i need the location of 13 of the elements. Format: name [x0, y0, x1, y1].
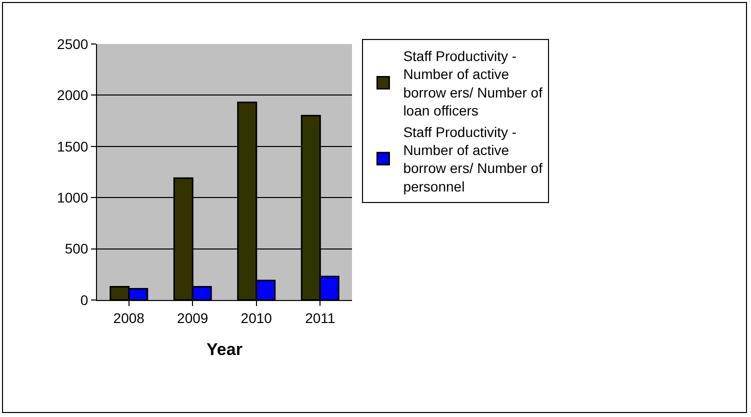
x-tick-label: 2008 — [113, 310, 145, 326]
x-tick-label: 2011 — [305, 310, 336, 326]
legend-label: Staff Productivity - Number of active borrow ers/ Number of loan officers — [403, 48, 543, 119]
legend-label: Staff Productivity - Number of active borrow ers/ Number of personnel — [403, 124, 543, 194]
x-tick-label: 2010 — [240, 310, 272, 326]
y-tick-label: 0 — [80, 292, 88, 308]
x-axis-title: Year — [206, 340, 243, 360]
y-tick-label: 2000 — [57, 87, 88, 104]
y-tick-label: 500 — [64, 240, 88, 257]
y-tick-label: 1000 — [57, 190, 88, 206]
x-tick-label: 2009 — [177, 310, 208, 326]
y-tick-label: 2500 — [57, 36, 88, 52]
y-tick-label: 1500 — [57, 138, 88, 154]
